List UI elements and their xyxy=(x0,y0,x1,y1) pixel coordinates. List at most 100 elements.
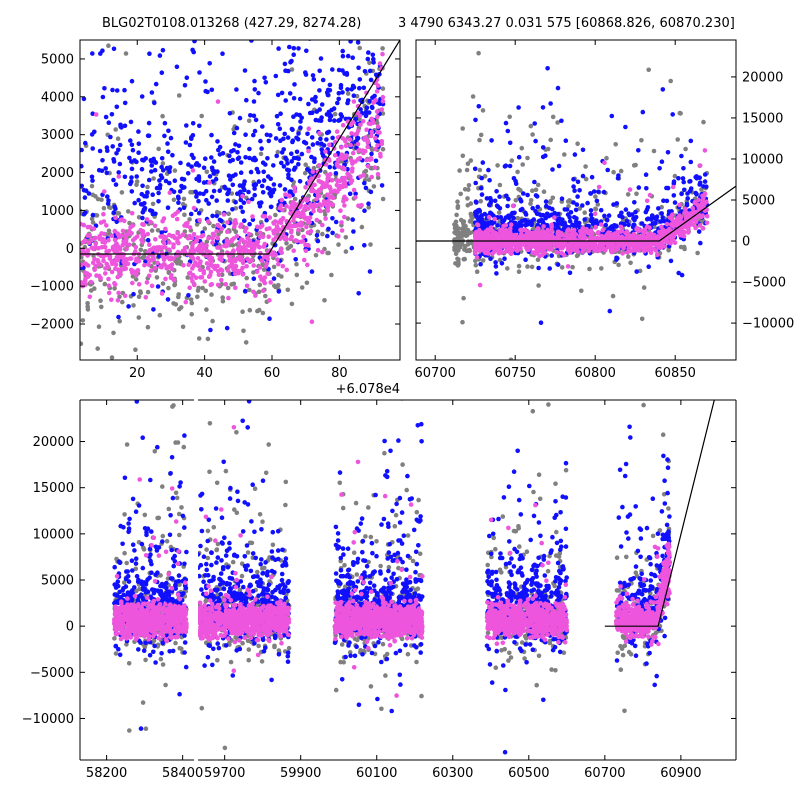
data-point xyxy=(479,192,485,197)
y-tick-label: 2000 xyxy=(41,166,74,181)
data-point xyxy=(223,282,228,287)
data-point xyxy=(251,276,257,282)
data-point xyxy=(203,288,209,294)
data-point xyxy=(109,355,115,360)
data-point xyxy=(620,251,625,256)
data-point xyxy=(575,194,580,199)
data-point xyxy=(103,266,108,271)
data-point xyxy=(162,236,167,241)
data-point xyxy=(273,212,278,218)
data-point xyxy=(687,179,692,184)
data-point xyxy=(103,271,108,276)
data-point xyxy=(379,183,385,188)
data-point xyxy=(245,256,250,262)
data-point xyxy=(673,220,679,226)
data-point xyxy=(369,24,374,29)
data-point xyxy=(537,212,543,217)
data-point xyxy=(359,202,364,208)
data-point xyxy=(480,160,486,165)
data-point xyxy=(165,21,170,26)
y-tick-label: 5000 xyxy=(742,194,775,209)
data-point xyxy=(303,162,309,167)
data-point xyxy=(535,182,541,188)
data-point xyxy=(238,224,243,229)
data-point xyxy=(486,214,492,220)
data-point xyxy=(679,272,685,278)
data-point xyxy=(318,56,324,61)
data-point xyxy=(575,249,581,254)
data-point xyxy=(96,167,102,173)
data-point xyxy=(113,127,118,132)
data-point xyxy=(342,203,347,208)
data-point xyxy=(252,157,258,163)
data-point xyxy=(149,163,155,168)
data-point xyxy=(309,97,315,102)
data-point xyxy=(350,55,356,60)
data-point xyxy=(318,136,323,142)
data-point xyxy=(132,200,137,206)
data-point xyxy=(230,157,235,163)
data-point xyxy=(342,166,347,172)
data-point xyxy=(258,138,263,144)
data-point xyxy=(90,51,95,56)
data-point xyxy=(535,226,541,231)
data-point xyxy=(508,222,514,227)
data-point xyxy=(345,91,351,96)
data-point xyxy=(338,82,344,88)
data-point xyxy=(214,2,219,7)
data-point xyxy=(604,155,609,161)
data-point xyxy=(345,53,351,59)
data-point xyxy=(267,316,272,322)
data-point xyxy=(107,254,113,259)
data-point xyxy=(220,51,225,56)
data-point xyxy=(127,220,132,226)
data-point xyxy=(116,147,121,153)
data-point xyxy=(347,137,353,142)
data-point xyxy=(244,275,249,281)
data-point xyxy=(278,111,283,116)
data-point xyxy=(699,201,705,206)
data-point xyxy=(522,217,528,223)
data-point xyxy=(307,1,312,6)
data-point xyxy=(333,219,339,225)
data-point xyxy=(237,115,243,121)
data-point xyxy=(281,164,287,169)
data-point xyxy=(533,138,538,144)
data-point xyxy=(195,255,201,261)
data-point xyxy=(130,274,136,279)
data-point xyxy=(275,257,280,262)
data-point xyxy=(258,230,263,236)
data-point xyxy=(482,174,488,179)
data-point xyxy=(487,196,493,201)
y-tick-label: 4000 xyxy=(41,90,74,105)
data-point xyxy=(279,150,285,155)
data-point xyxy=(211,223,216,229)
data-point xyxy=(313,94,318,100)
data-point xyxy=(340,176,345,181)
data-point xyxy=(195,294,200,300)
data-point xyxy=(264,217,269,223)
data-point xyxy=(299,211,305,216)
data-point xyxy=(547,205,552,211)
data-point xyxy=(271,231,277,236)
data-point xyxy=(156,190,161,196)
data-point xyxy=(235,256,241,261)
data-point xyxy=(570,222,575,228)
data-point xyxy=(163,226,168,232)
data-point xyxy=(664,221,670,227)
data-point xyxy=(197,191,203,196)
data-point xyxy=(369,34,374,39)
data-point xyxy=(122,87,127,93)
data-point xyxy=(374,89,380,94)
data-point xyxy=(156,245,162,250)
data-point xyxy=(682,187,687,193)
data-point xyxy=(484,222,489,228)
data-point xyxy=(523,212,529,217)
data-point xyxy=(549,228,554,233)
data-point xyxy=(116,290,121,296)
data-point xyxy=(301,139,307,145)
data-point xyxy=(289,67,295,72)
data-point xyxy=(466,183,472,188)
data-point xyxy=(643,172,649,177)
data-point xyxy=(176,292,181,297)
